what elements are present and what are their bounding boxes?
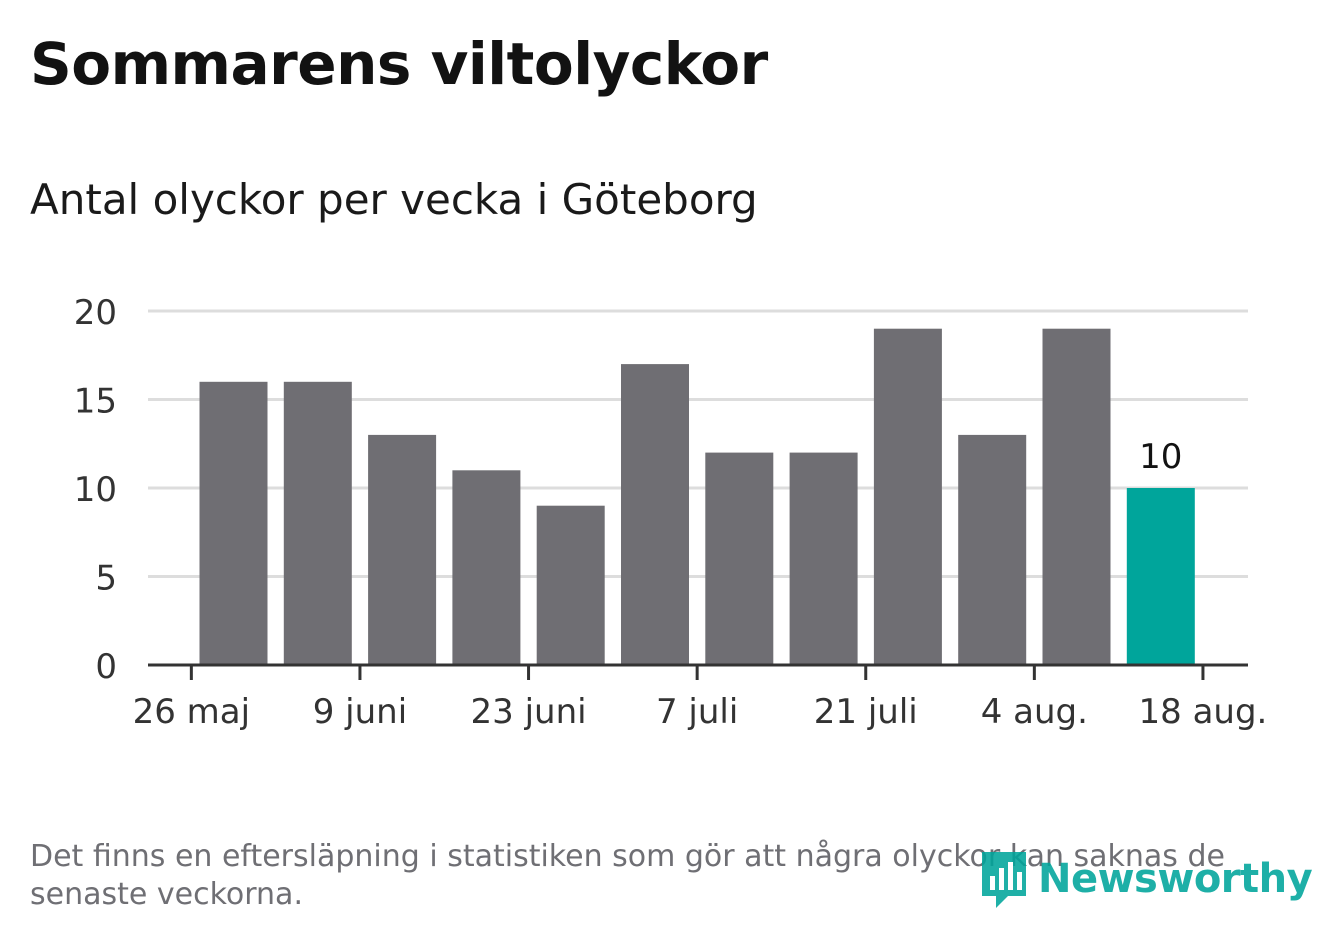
- bar: [958, 434, 1027, 665]
- bar: [873, 328, 942, 665]
- x-tick-label: 23 juni: [471, 692, 587, 732]
- bar: [452, 470, 521, 665]
- y-tick-label: 0: [95, 647, 117, 687]
- x-tick-label: 7 juli: [656, 692, 738, 732]
- bar: [1042, 328, 1111, 665]
- newsworthy-logo-icon: [982, 852, 1026, 908]
- y-tick-label: 5: [95, 559, 117, 599]
- bar: [199, 381, 268, 665]
- bar: [368, 434, 437, 665]
- y-tick-label: 20: [74, 293, 117, 333]
- x-tick-label: 9 juni: [313, 692, 407, 732]
- bar: [789, 452, 858, 665]
- data-label: 10: [1139, 437, 1182, 477]
- newsworthy-logo: Newsworthy: [978, 848, 1313, 910]
- x-tick-label: 18 aug.: [1139, 692, 1268, 732]
- y-tick-label: 10: [74, 470, 117, 510]
- chart-subtitle: Antal olyckor per vecka i Göteborg: [30, 175, 758, 224]
- bar: [621, 364, 689, 665]
- bar: [705, 452, 774, 665]
- bar: [536, 505, 605, 665]
- newsworthy-logo-text: Newsworthy: [1038, 856, 1313, 902]
- x-tick-label: 26 maj: [133, 692, 250, 732]
- y-tick-label: 15: [74, 382, 117, 422]
- bar-highlighted: [1126, 488, 1195, 665]
- chart-title: Sommarens viltolyckor: [30, 30, 768, 98]
- x-tick-label: 4 aug.: [981, 692, 1088, 732]
- bar: [283, 381, 352, 665]
- x-tick-label: 21 juli: [814, 692, 918, 732]
